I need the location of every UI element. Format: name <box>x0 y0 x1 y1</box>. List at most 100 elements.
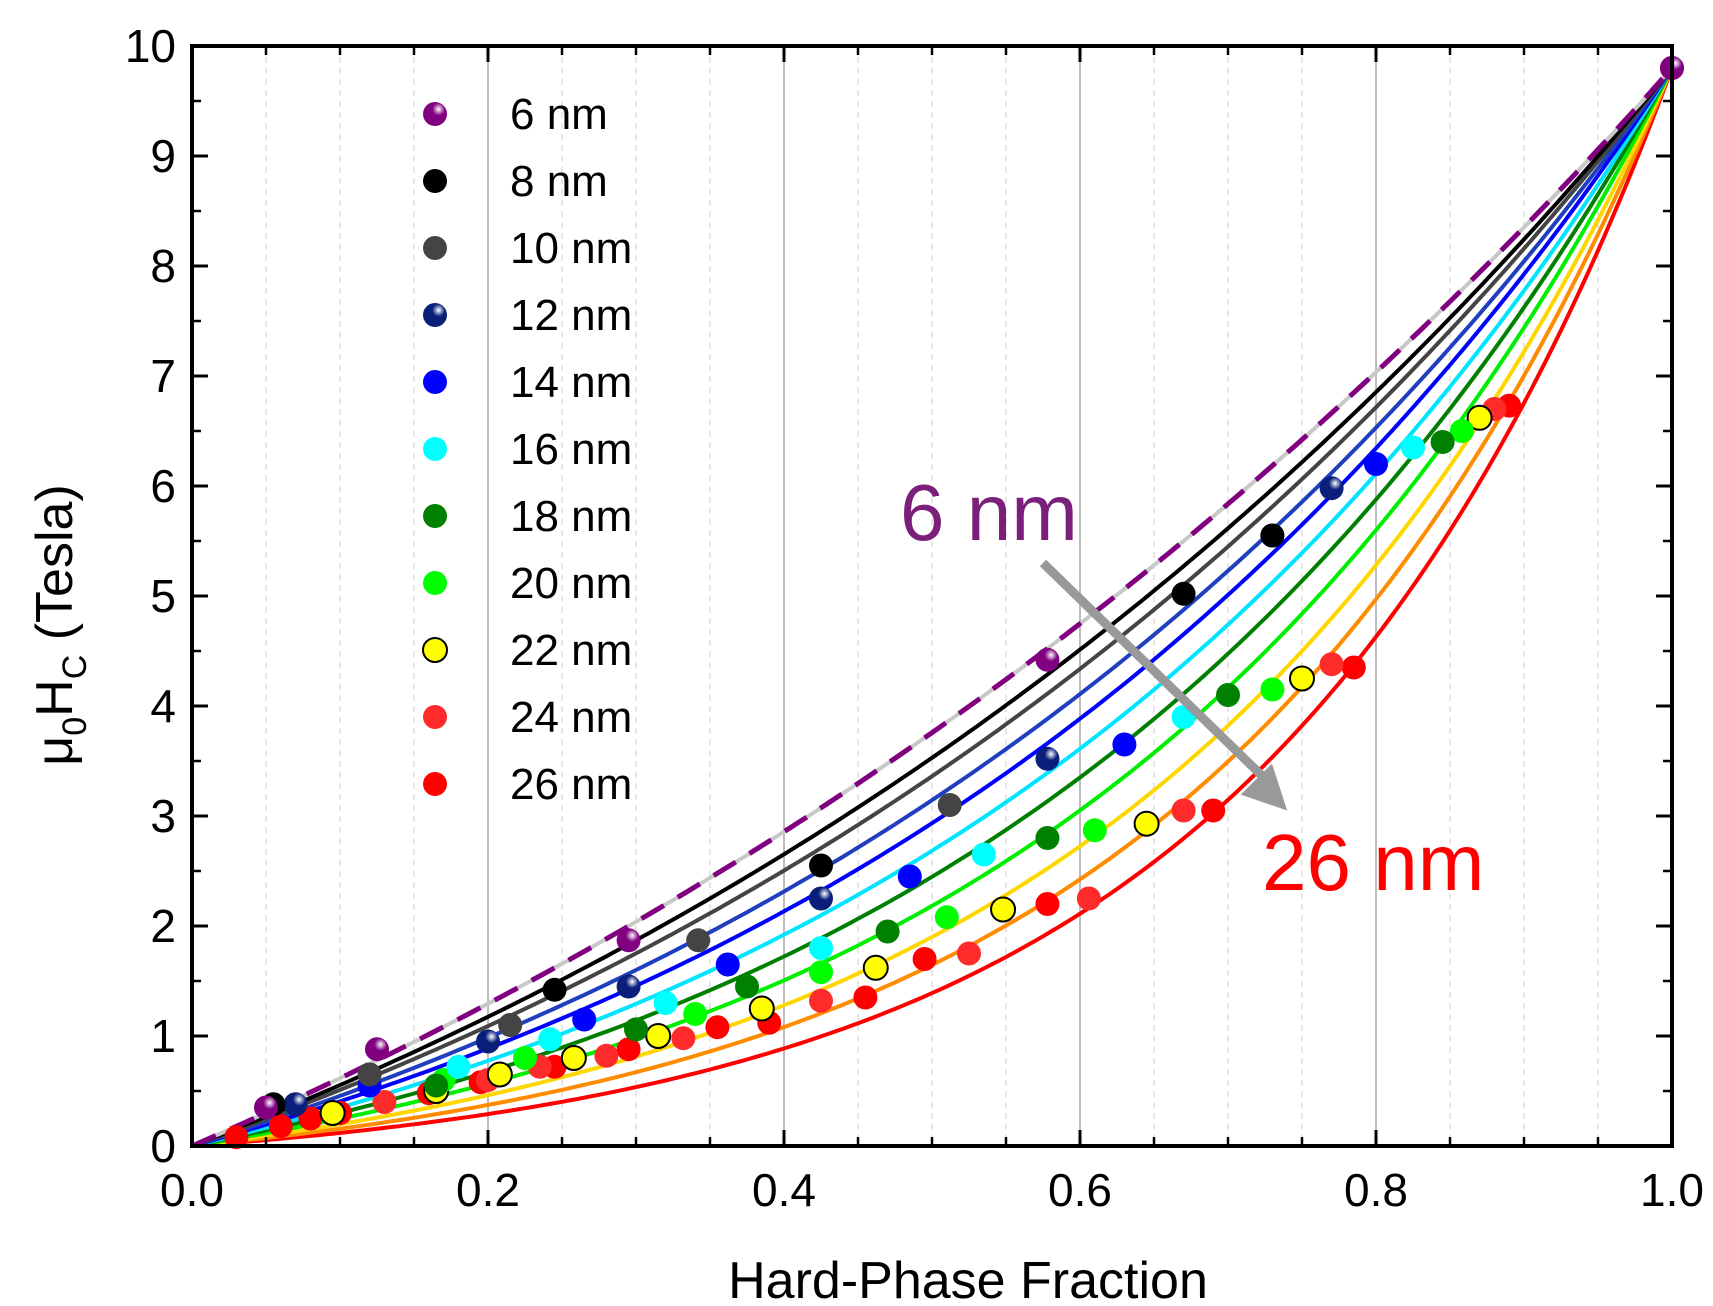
data-point <box>971 842 996 867</box>
data-point <box>1076 886 1101 911</box>
data-point <box>748 995 775 1022</box>
data-point <box>1289 665 1315 692</box>
data-point <box>624 1017 648 1042</box>
legend-label: 18 nm <box>510 492 632 541</box>
x-tick-label: 0.2 <box>456 1164 520 1216</box>
data-point <box>1216 683 1240 707</box>
legend-label: 16 nm <box>510 425 632 474</box>
y-tick-label: 1 <box>150 1010 176 1062</box>
legend-label: 10 nm <box>510 224 632 273</box>
data-point <box>254 1095 278 1120</box>
y-tick-label: 7 <box>150 350 176 402</box>
data-point <box>616 1037 641 1062</box>
legend-label: 8 nm <box>510 157 608 206</box>
data-point <box>990 896 1017 923</box>
data-point <box>1171 581 1196 606</box>
y-tick-label: 2 <box>150 900 176 952</box>
legend-marker <box>422 637 448 663</box>
y-tick-label: 8 <box>150 240 176 292</box>
data-point <box>365 1037 389 1062</box>
legend-label: 14 nm <box>510 358 632 407</box>
legend-label: 6 nm <box>510 90 608 139</box>
fit-curve <box>191 66 1674 1148</box>
data-point <box>715 952 740 977</box>
data-point <box>357 1062 382 1087</box>
data-point <box>1035 892 1060 916</box>
annotation-start-label: 6 nm <box>900 468 1078 557</box>
data-point <box>319 1100 346 1126</box>
data-point <box>1260 523 1285 548</box>
data-point <box>1112 732 1137 757</box>
legend-marker <box>423 437 447 461</box>
data-point <box>513 1046 537 1070</box>
y-title-subc: C <box>56 655 94 680</box>
y-title-sub0: 0 <box>56 717 94 736</box>
tick-layer: 0.0 0.2 0.4 0.6 0.8 1.0 0 1 2 3 4 5 6 7 8 9 10 <box>125 20 1704 1216</box>
annotation-layer: 6 nm 26 nm <box>900 468 1484 907</box>
data-point <box>671 1026 696 1051</box>
x-tick-label: 0.6 <box>1048 1164 1112 1216</box>
data-point <box>446 1054 471 1079</box>
data-point <box>809 853 833 878</box>
data-point <box>1466 404 1493 431</box>
x-tick-label: 0.8 <box>1344 1164 1408 1216</box>
point-layer <box>224 56 1684 1150</box>
legend-label: 22 nm <box>510 626 632 675</box>
legend-marker <box>423 772 447 796</box>
data-point <box>809 960 833 985</box>
data-point <box>1319 476 1344 501</box>
y-tick-label: 10 <box>125 20 176 72</box>
data-point <box>862 954 889 981</box>
data-point <box>875 919 900 944</box>
data-point <box>897 864 922 889</box>
data-point <box>476 1029 500 1054</box>
fit-curve <box>191 66 1674 1148</box>
data-point <box>1035 826 1060 850</box>
y-axis-title: μ0HC (Tesla) <box>26 484 94 766</box>
data-point <box>1133 810 1160 837</box>
data-point <box>1201 798 1226 823</box>
legend-marker <box>423 169 447 193</box>
legend-label: 12 nm <box>510 291 632 340</box>
y-tick-label: 6 <box>150 460 176 512</box>
y-axis-title-text: μ0HC (Tesla) <box>26 484 94 766</box>
fit-curve <box>191 67 1674 1148</box>
data-point <box>1171 798 1196 823</box>
data-point <box>486 1061 513 1088</box>
data-point <box>645 1023 672 1049</box>
legend: 6 nm 8 nm 10 nm 12 nm 14 nm 16 nm 18 nm 20 nm 22… <box>422 90 632 809</box>
y-tick-label: 0 <box>150 1120 176 1172</box>
data-point <box>594 1043 619 1068</box>
x-axis-title: Hard-Phase Fraction <box>728 1252 1208 1306</box>
data-point <box>809 936 833 960</box>
data-point <box>683 1002 708 1026</box>
data-point <box>686 928 711 953</box>
y-title-h: H <box>26 679 84 717</box>
y-tick-label: 5 <box>150 570 176 622</box>
data-point <box>424 1073 449 1098</box>
data-point <box>616 974 641 999</box>
trend-arrow-head <box>1240 763 1288 811</box>
legend-marker <box>423 504 447 528</box>
data-point <box>809 988 833 1013</box>
trend-arrow-shaft <box>1039 559 1273 787</box>
data-point <box>1364 452 1388 476</box>
data-point <box>1341 655 1366 680</box>
fit-curve <box>191 67 1674 1148</box>
data-point <box>934 905 959 930</box>
y-tick-label: 4 <box>150 680 176 732</box>
fit-curve <box>191 66 1674 1148</box>
legend-label: 20 nm <box>510 559 632 608</box>
x-tick-label: 1.0 <box>1640 1164 1704 1216</box>
legend-marker <box>423 705 447 729</box>
y-title-mu: μ <box>26 736 84 766</box>
grid-layer <box>265 46 1599 1146</box>
data-point <box>1260 677 1285 702</box>
legend-label: 24 nm <box>510 693 632 742</box>
y-tick-label: 9 <box>150 130 176 182</box>
data-point <box>1401 435 1425 460</box>
y-title-unit: (Tesla) <box>26 484 84 654</box>
data-point <box>653 991 678 1015</box>
